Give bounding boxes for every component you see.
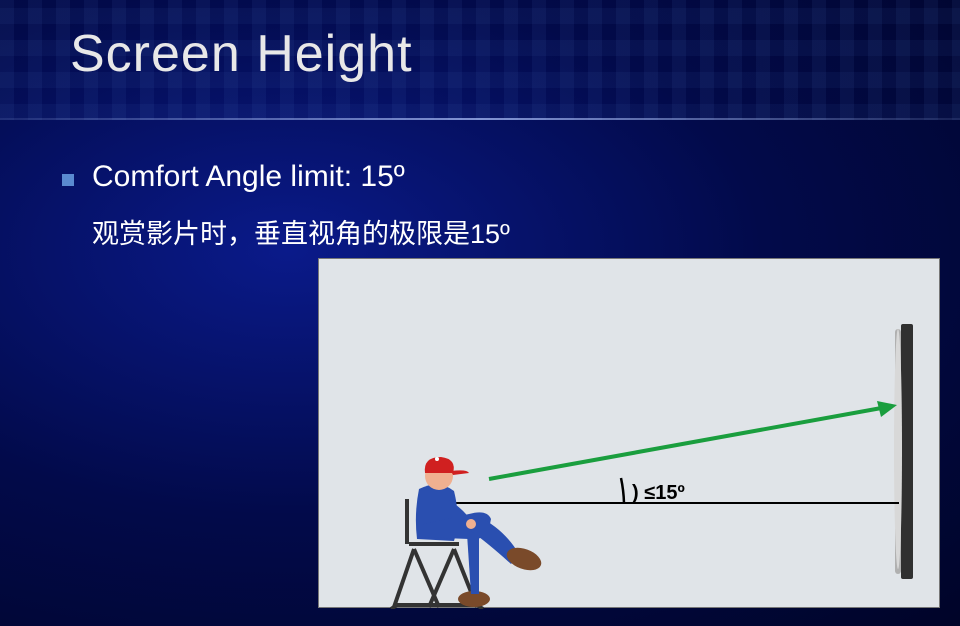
angle-label: ) ≤15º <box>632 482 685 504</box>
sightline-arrow-icon <box>489 401 897 479</box>
person-icon <box>416 457 544 607</box>
title-divider <box>0 118 960 120</box>
diagram-viewing-angle: ) ≤15º <box>318 258 940 608</box>
angle-arc-icon <box>621 478 624 503</box>
screen-icon <box>894 324 913 579</box>
bullet-square-icon <box>62 174 74 186</box>
slide-title: Screen Height <box>70 24 413 84</box>
bullet-text-en: Comfort Angle limit: 15º <box>92 160 405 194</box>
bullet-row: Comfort Angle limit: 15º <box>62 160 405 194</box>
bullet-text-zh: 观赏影片时，垂直视角的极限是15º <box>92 212 510 251</box>
